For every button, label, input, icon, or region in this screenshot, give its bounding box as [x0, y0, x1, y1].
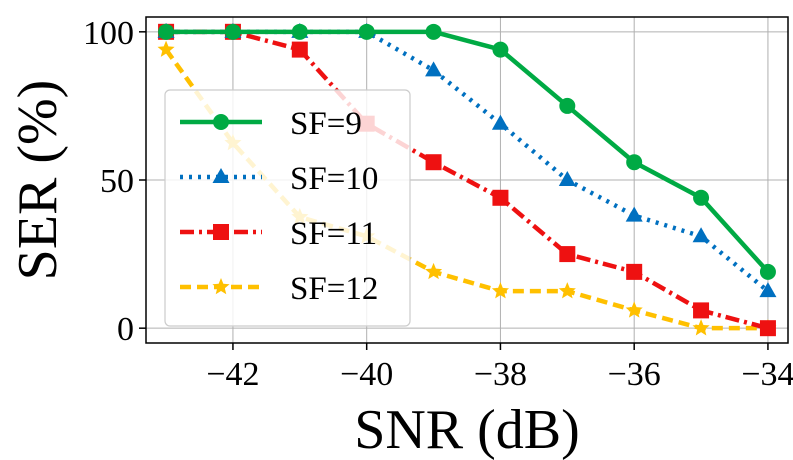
- data-point-circle: [693, 189, 710, 206]
- data-point-star: [692, 319, 710, 336]
- data-point-square: [492, 189, 509, 206]
- data-point-circle: [759, 263, 776, 280]
- x-tick-label: −36: [608, 356, 661, 393]
- series-line: [166, 29, 770, 274]
- y-tick-label: 50: [100, 163, 134, 200]
- data-point-circle: [559, 97, 576, 114]
- data-point-square: [425, 154, 442, 171]
- data-point-circle: [492, 41, 509, 58]
- x-axis-title: SNR (dB): [354, 399, 580, 460]
- data-point-circle: [213, 114, 229, 130]
- legend-label: SF=12: [290, 271, 378, 307]
- data-point-star: [212, 278, 230, 295]
- data-point-star: [157, 40, 175, 57]
- legend-item: SF=10: [180, 161, 378, 197]
- axis-ticks: −42 −40 −38 −36 −34 0 50 100: [83, 15, 793, 393]
- legend-box: [164, 89, 411, 327]
- data-point-triangle: [625, 206, 643, 222]
- data-point-square: [559, 246, 576, 263]
- data-point-circle: [358, 23, 375, 40]
- data-point-circle: [291, 23, 308, 40]
- data-point-square: [213, 224, 229, 240]
- data-point-star: [625, 301, 643, 318]
- data-point-square: [291, 41, 308, 58]
- x-tick-label: −38: [474, 356, 527, 393]
- data-point-square: [693, 302, 710, 319]
- legend-label: SF=11: [290, 216, 377, 252]
- data-point-triangle: [425, 61, 443, 77]
- data-point-circle: [626, 154, 643, 171]
- data-point-circle: [158, 23, 175, 40]
- x-tick-label: −34: [741, 356, 793, 393]
- x-tick-label: −42: [206, 356, 259, 393]
- series-line: [166, 29, 769, 331]
- data-point-star: [491, 282, 509, 299]
- data-point-square: [759, 320, 776, 337]
- x-tick-label: −40: [340, 356, 393, 393]
- data-point-circle: [224, 23, 241, 40]
- series-line: [164, 48, 768, 331]
- legend-label: SF=10: [290, 161, 378, 197]
- y-tick-label: 100: [83, 15, 134, 52]
- legend: SF=9 SF=10 SF=11 SF=12: [164, 89, 411, 327]
- data-point-square: [626, 263, 643, 280]
- legend-item: SF=12: [180, 271, 378, 307]
- data-point-star: [425, 262, 443, 280]
- data-point-star: [558, 282, 576, 299]
- legend-item: SF=11: [180, 216, 377, 252]
- data-point-triangle: [212, 168, 230, 183]
- data-point-triangle: [692, 227, 710, 243]
- legend-label: SF=9: [290, 106, 362, 142]
- legend-item: SF=9: [180, 106, 362, 142]
- data-point-triangle: [558, 171, 576, 186]
- data-point-triangle: [491, 114, 509, 130]
- series-sf9: [158, 23, 776, 280]
- data-point-triangle: [759, 282, 777, 298]
- y-axis-title: SER (%): [7, 80, 69, 281]
- y-tick-label: 0: [117, 311, 134, 348]
- data-point-circle: [425, 23, 442, 40]
